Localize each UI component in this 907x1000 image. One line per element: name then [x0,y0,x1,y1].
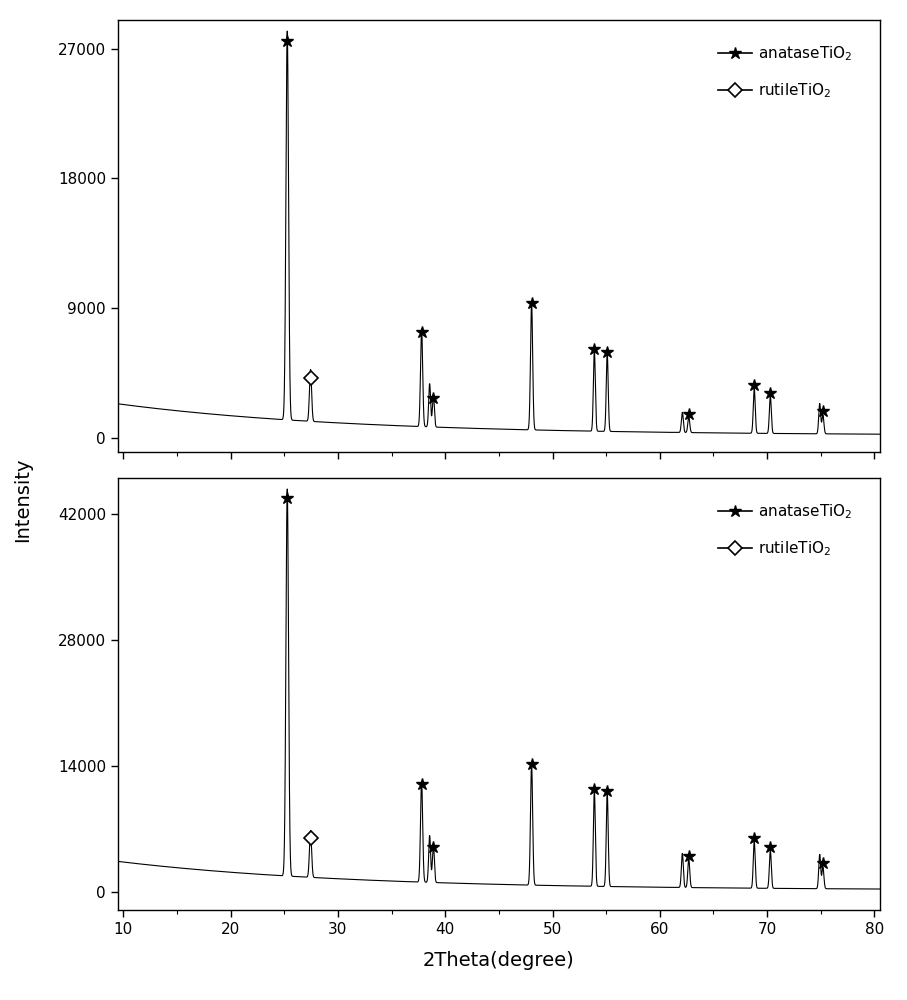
Text: Intensity: Intensity [14,458,33,542]
Legend: anataseTiO$_2$, rutileTiO$_2$: anataseTiO$_2$, rutileTiO$_2$ [706,32,864,112]
X-axis label: 2Theta(degree): 2Theta(degree) [423,951,575,970]
Legend: anataseTiO$_2$, rutileTiO$_2$: anataseTiO$_2$, rutileTiO$_2$ [706,490,864,570]
